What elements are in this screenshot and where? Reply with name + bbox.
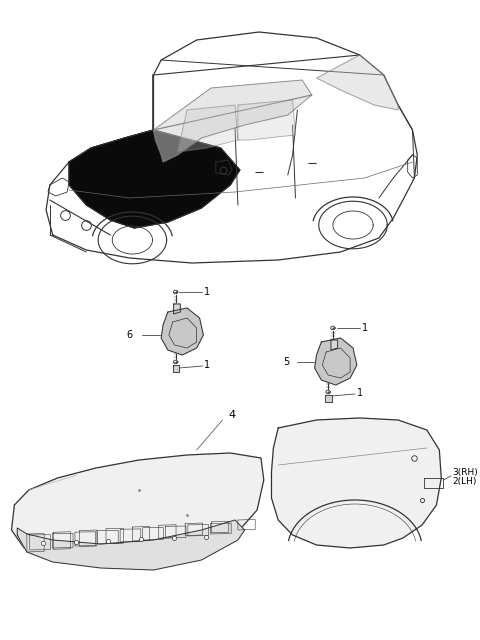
Text: 3(RH): 3(RH) (453, 467, 479, 477)
Polygon shape (178, 105, 238, 152)
Polygon shape (12, 453, 264, 565)
Polygon shape (325, 395, 332, 402)
Polygon shape (331, 340, 337, 350)
Text: 1: 1 (357, 388, 363, 398)
Text: 4: 4 (228, 410, 235, 420)
Polygon shape (46, 32, 417, 263)
Polygon shape (154, 80, 312, 162)
Polygon shape (69, 130, 240, 228)
Polygon shape (161, 308, 204, 355)
Polygon shape (272, 418, 441, 548)
Polygon shape (174, 304, 180, 314)
Text: 1: 1 (361, 323, 368, 333)
Text: 1: 1 (204, 287, 210, 297)
Polygon shape (173, 365, 180, 372)
Polygon shape (315, 338, 357, 385)
Text: 2(LH): 2(LH) (453, 477, 477, 486)
Text: 1: 1 (204, 360, 210, 370)
Text: 6: 6 (126, 330, 132, 340)
Text: 5: 5 (284, 357, 290, 367)
Polygon shape (238, 100, 296, 140)
Polygon shape (316, 55, 398, 110)
Polygon shape (17, 520, 245, 570)
